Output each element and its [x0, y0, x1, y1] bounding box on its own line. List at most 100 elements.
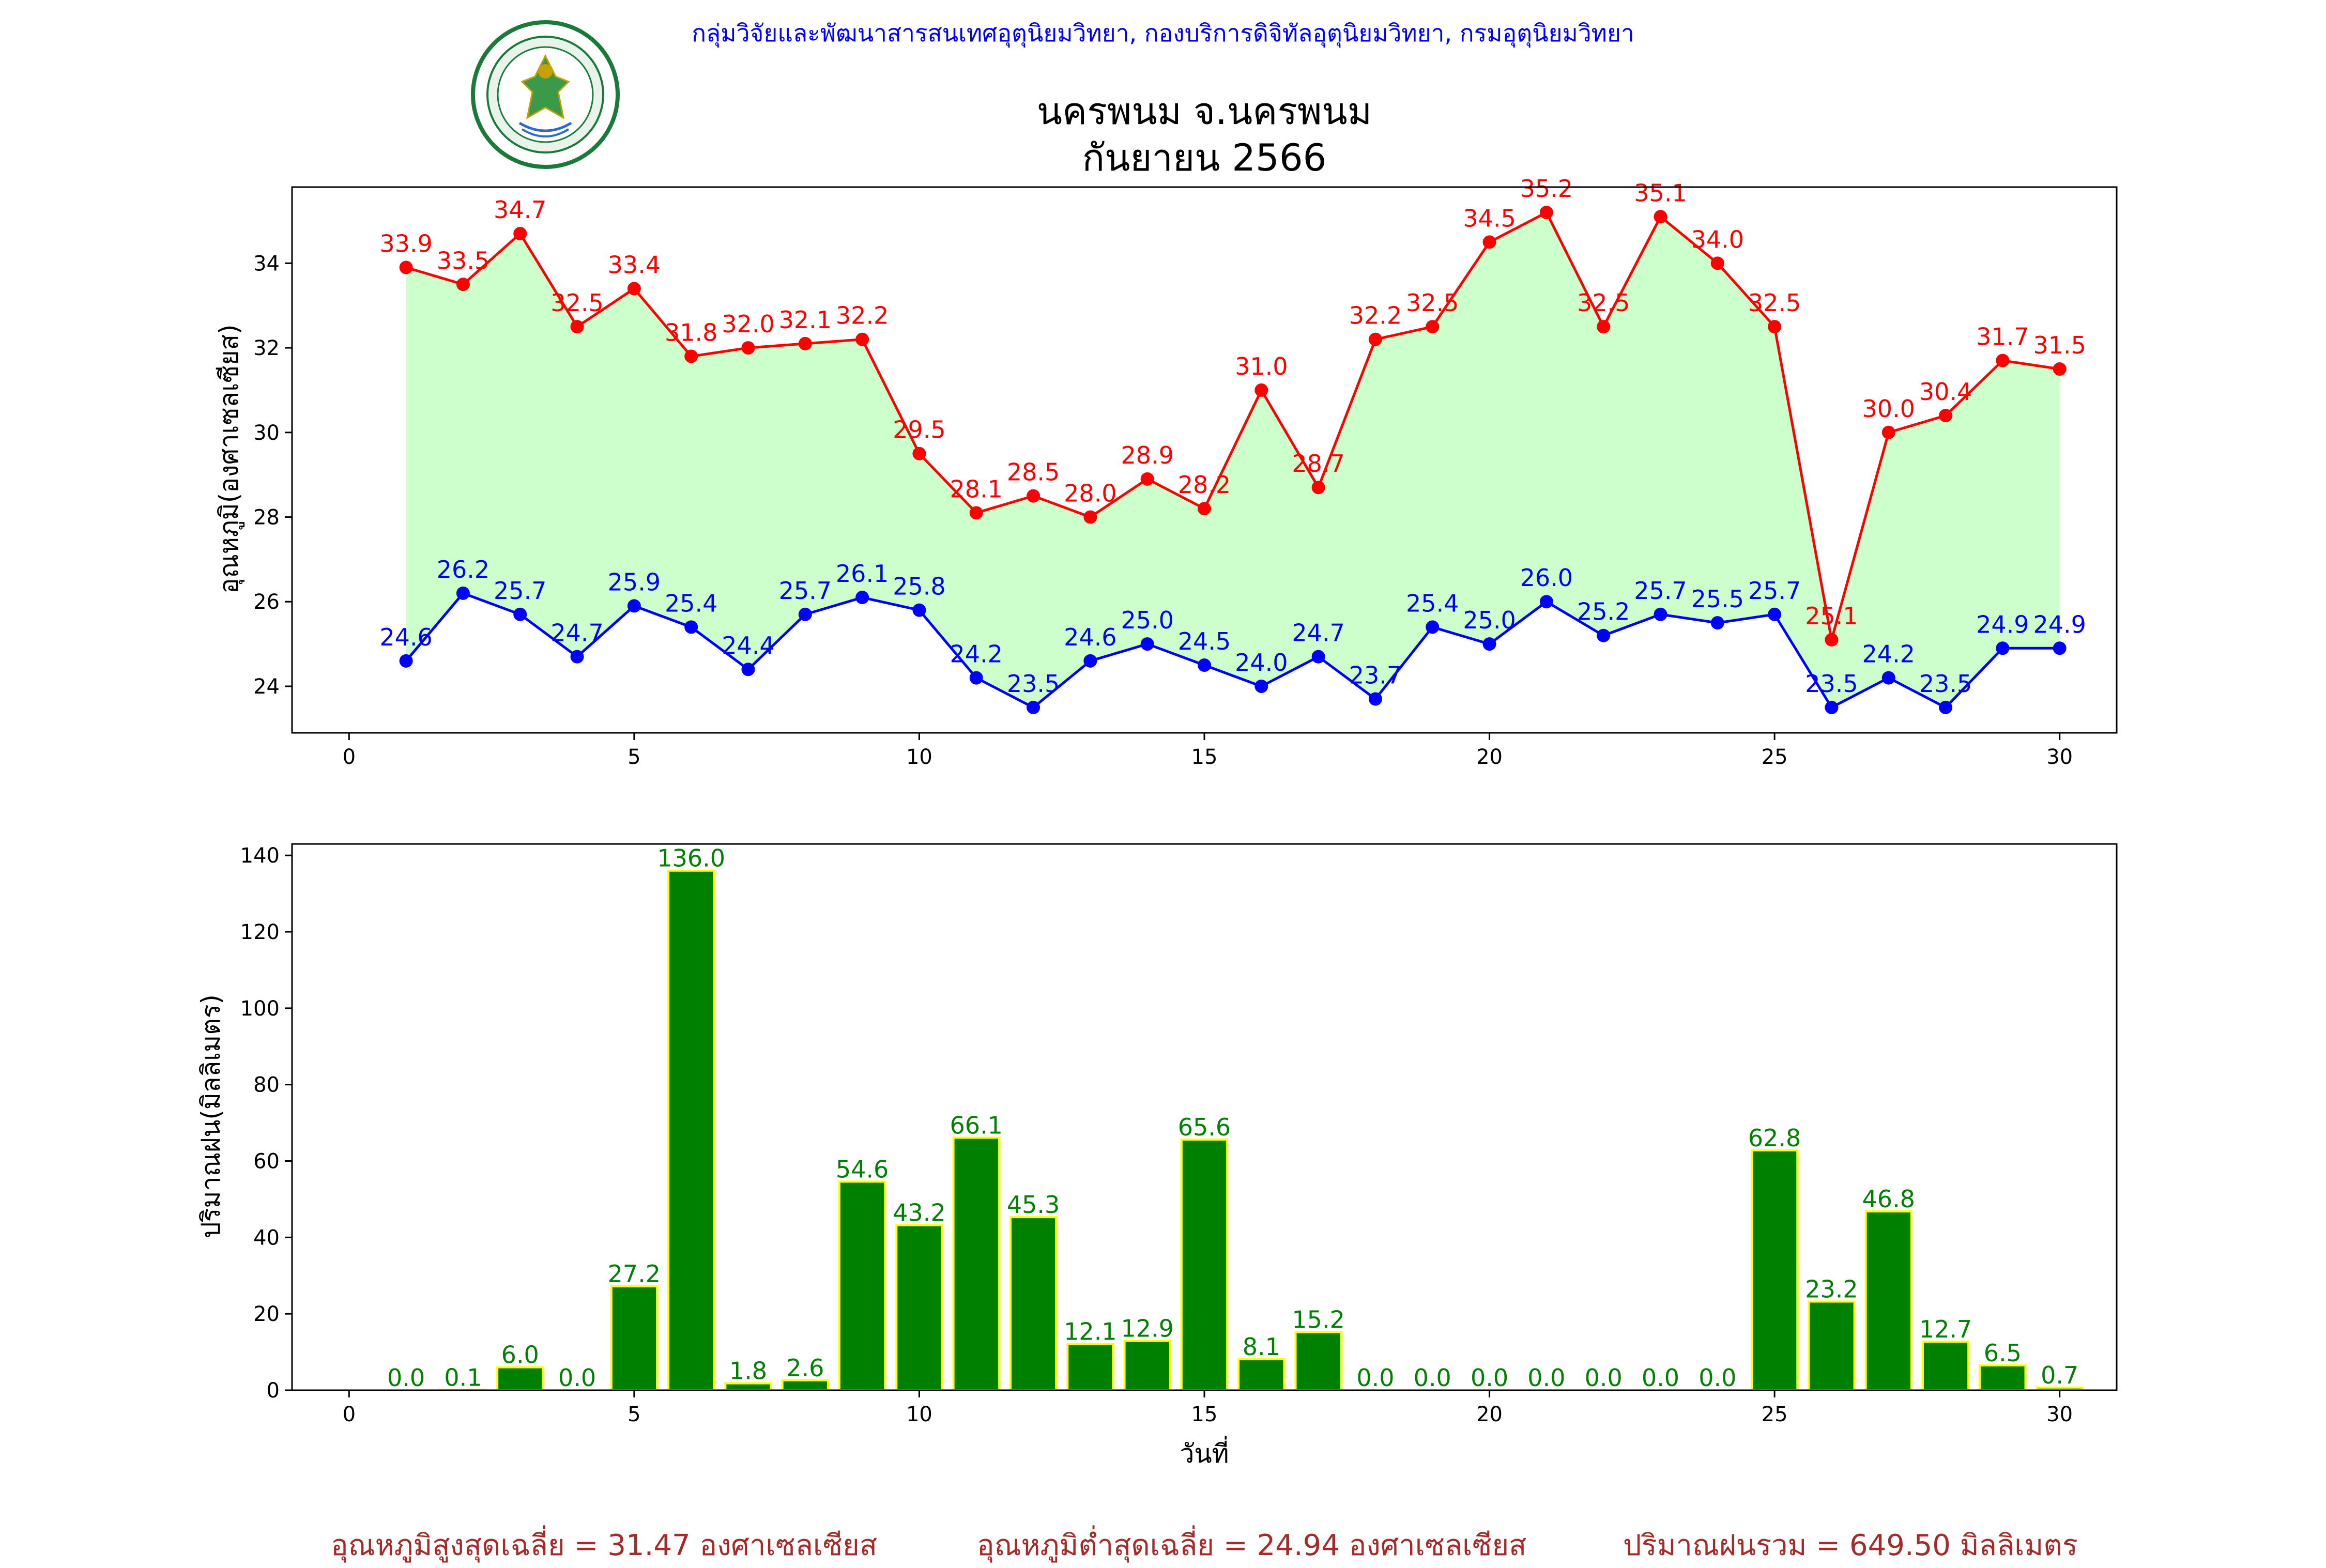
min-temperature-point — [1597, 628, 1611, 642]
rain-bar — [667, 869, 715, 1391]
x-tick-label: 10 — [906, 1403, 932, 1426]
max-temperature-label: 28.0 — [1064, 480, 1116, 508]
rain-value-label: 23.2 — [1805, 1275, 1858, 1303]
y-tick-label: 0 — [267, 1379, 280, 1403]
rain-bar — [1180, 1139, 1229, 1392]
rain-value-label: 46.8 — [1862, 1185, 1915, 1213]
max-temperature-label: 28.2 — [1178, 471, 1231, 499]
min-temperature-point — [1996, 641, 2010, 655]
max-temperature-point — [1825, 633, 1839, 647]
min-temperature-point — [969, 671, 983, 685]
total-rainfall: ปริมาณฝนรวม = 649.50 มิลลิเมตร — [1623, 1529, 2078, 1562]
x-tick-label: 0 — [343, 745, 356, 769]
rain-bar — [1066, 1343, 1114, 1391]
rain-y-axis-label: ปริมาณฝน(มิลลิเมตร) — [196, 994, 226, 1238]
chart-title-line2: กันยายน 2566 — [1082, 136, 1327, 179]
min-temperature-label: 25.5 — [1691, 585, 1744, 613]
min-temperature-label: 26.0 — [1520, 564, 1573, 592]
x-tick-label: 15 — [1191, 745, 1218, 769]
y-tick-label: 26 — [253, 590, 280, 614]
max-temperature-label: 31.7 — [1976, 323, 2029, 351]
x-tick-label: 10 — [906, 745, 932, 769]
y-tick-label: 80 — [253, 1073, 280, 1097]
min-temperature-label: 25.2 — [1577, 598, 1630, 626]
max-temperature-label: 32.0 — [722, 310, 774, 338]
rain-value-label: 0.0 — [1471, 1364, 1508, 1392]
temperature-range-fill — [406, 212, 2060, 708]
max-temperature-point — [684, 349, 698, 363]
average-min-temperature: อุณหภูมิต่ำสุดเฉลี่ย = 24.94 องศาเซลเซีย… — [977, 1529, 1527, 1562]
min-temperature-label: 26.1 — [836, 560, 889, 588]
rain-value-label: 0.0 — [1414, 1364, 1451, 1392]
rain-value-label: 0.0 — [1527, 1364, 1565, 1392]
min-temperature-label: 23.7 — [1349, 662, 1402, 689]
max-temperature-point — [1654, 210, 1667, 224]
min-temperature-label: 23.5 — [1805, 670, 1858, 698]
max-temperature-label: 31.0 — [1235, 352, 1288, 380]
min-temperature-point — [1768, 607, 1782, 621]
max-temperature-label: 32.5 — [1577, 289, 1630, 317]
rain-bar — [1751, 1149, 1799, 1391]
min-temperature-point — [1654, 607, 1667, 621]
min-temperature-label: 24.4 — [722, 632, 774, 659]
rain-bar — [1123, 1340, 1171, 1391]
min-temperature-label: 24.2 — [950, 640, 1003, 668]
y-tick-label: 28 — [253, 506, 280, 530]
rain-bar — [496, 1366, 544, 1392]
min-temperature-label: 25.7 — [1634, 577, 1687, 605]
max-temperature-point — [969, 506, 983, 520]
min-temperature-label: 24.6 — [1064, 623, 1116, 651]
min-temperature-point — [855, 591, 869, 605]
max-temperature-point — [855, 332, 869, 346]
y-tick-label: 30 — [253, 421, 280, 445]
y-tick-label: 100 — [240, 997, 280, 1021]
rain-bar — [895, 1224, 943, 1392]
rain-value-label: 54.6 — [836, 1155, 889, 1183]
max-temperature-label: 28.1 — [950, 475, 1003, 503]
rain-value-label: 12.9 — [1121, 1315, 1173, 1343]
max-temperature-label: 35.1 — [1634, 179, 1687, 207]
max-temperature-point — [1198, 502, 1211, 516]
min-temperature-label: 25.9 — [608, 568, 661, 596]
max-temperature-label: 32.5 — [550, 289, 603, 317]
min-temperature-point — [741, 663, 755, 677]
min-temperature-label: 25.7 — [1748, 577, 1801, 605]
min-temperature-label: 25.7 — [779, 577, 832, 605]
rain-bar — [1237, 1358, 1286, 1391]
min-temperature-point — [1368, 692, 1382, 706]
max-temperature-point — [1597, 320, 1611, 334]
max-temperature-point — [1996, 353, 2010, 367]
min-temperature-point — [1311, 650, 1325, 664]
max-temperature-label: 33.9 — [379, 230, 432, 258]
max-temperature-label: 32.5 — [1748, 289, 1801, 317]
min-temperature-point — [1881, 671, 1895, 685]
max-temperature-point — [570, 320, 584, 334]
max-temperature-label: 33.4 — [608, 251, 661, 279]
max-temperature-label: 32.2 — [1349, 302, 1402, 330]
rain-value-label: 15.2 — [1292, 1306, 1344, 1334]
rain-value-label: 62.8 — [1748, 1124, 1801, 1152]
rain-bar — [610, 1285, 658, 1391]
y-tick-label: 32 — [253, 336, 280, 360]
min-temperature-label: 23.5 — [1919, 670, 1972, 698]
rain-value-label: 27.2 — [608, 1260, 661, 1288]
max-temperature-point — [1426, 320, 1440, 334]
rain-bar — [838, 1180, 886, 1392]
min-temperature-label: 25.4 — [1406, 589, 1459, 617]
min-temperature-point — [1198, 658, 1211, 672]
rain-value-label: 0.7 — [2041, 1361, 2078, 1389]
max-temperature-point — [513, 227, 527, 241]
rain-value-label: 65.6 — [1178, 1113, 1231, 1141]
min-temperature-point — [456, 586, 470, 600]
max-temperature-point — [1311, 481, 1325, 495]
rain-value-label: 6.0 — [501, 1341, 539, 1369]
y-tick-label: 60 — [253, 1150, 280, 1174]
min-temperature-point — [1027, 700, 1040, 714]
max-temperature-label: 34.5 — [1463, 204, 1516, 232]
max-temperature-label: 35.2 — [1520, 175, 1573, 203]
min-temperature-label: 25.4 — [665, 589, 717, 617]
max-temperature-label: 32.2 — [836, 302, 889, 330]
x-tick-label: 25 — [1762, 1403, 1788, 1426]
max-temperature-point — [456, 278, 470, 291]
